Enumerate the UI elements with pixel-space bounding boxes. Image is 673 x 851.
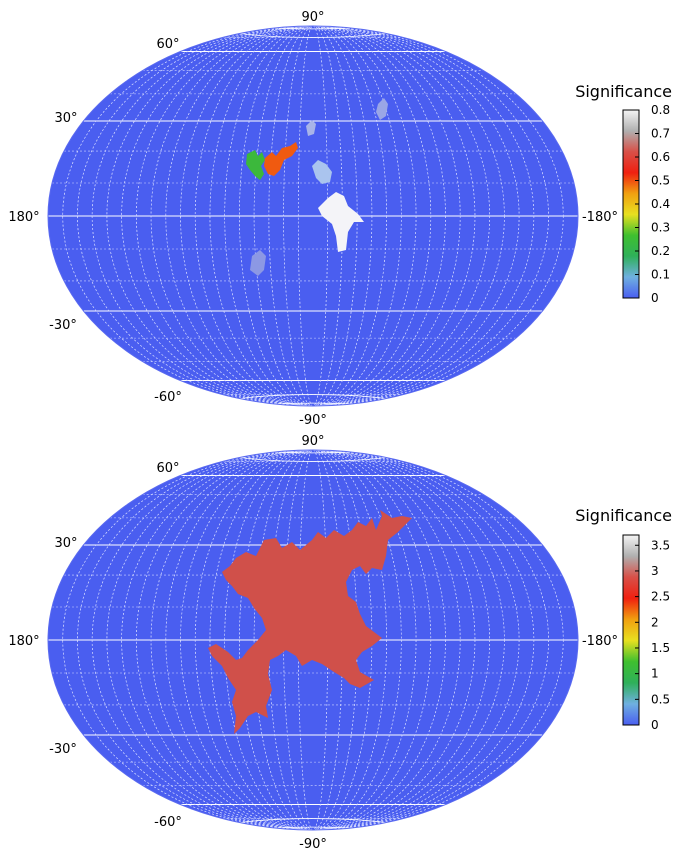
lat-label-minus-30: -30°: [49, 742, 77, 757]
significance-regions: [208, 510, 412, 734]
orange-blob: [264, 142, 298, 176]
pale-blob-lower: [250, 250, 266, 276]
colorbar-tick-label: 0.8: [651, 103, 670, 117]
pale-blob-right: [376, 98, 388, 120]
sky-map-bottom: 90° 60° 30° 180° -180° -30° -60° -90° Si…: [8, 434, 672, 851]
meridian-line: [165, 26, 461, 406]
meridian-line: [91, 26, 535, 406]
lat-label-minus-60: -60°: [154, 390, 182, 405]
colorbar-tick-label: 1: [651, 667, 659, 681]
colorbar-gradient: [622, 534, 640, 726]
white-blob: [318, 192, 364, 252]
colorbar: Significance 0 0.5 1 1.5 2 2.5 3 3.5: [575, 506, 672, 732]
lat-label-minus-30: -30°: [49, 318, 77, 333]
meridian-line: [253, 26, 373, 406]
meridian-line: [224, 26, 402, 406]
colorbar-tick-label: 0: [651, 718, 659, 732]
meridian-line: [180, 26, 446, 406]
meridian-line: [77, 26, 549, 406]
meridian-line: [136, 26, 490, 406]
colorbar-tick-label: 0.5: [651, 692, 670, 706]
meridian-line: [150, 26, 476, 406]
lat-label-90: 90°: [301, 10, 324, 25]
polar-circle: [217, 26, 409, 38]
meridian-line: [106, 26, 520, 406]
lon-label-180: 180°: [8, 210, 39, 225]
light-blue-blob: [312, 160, 332, 184]
lat-label-30: 30°: [54, 111, 77, 126]
lat-label-60: 60°: [156, 37, 179, 52]
colorbar-tick-label: 0.5: [651, 174, 670, 188]
meridian-line: [180, 450, 446, 830]
map-outline: [47, 449, 579, 831]
meridian-line: [62, 450, 564, 830]
colorbar-ticks: 0 0.1 0.2 0.3 0.4 0.5 0.6 0.7 0.8: [635, 103, 670, 305]
lon-label-180: 180°: [8, 634, 39, 649]
lon-label-minus-180: -180°: [582, 634, 618, 649]
meridian-line: [136, 450, 490, 830]
pale-blob-upper: [306, 120, 316, 136]
colorbar-tick-label: 0.3: [651, 221, 670, 235]
map-outline: [47, 25, 579, 407]
sky-map-top: 90° 60° 30° 180° -180° -30° -60° -90° Si…: [8, 10, 672, 428]
red-region: [208, 510, 412, 734]
meridian-line: [77, 450, 549, 830]
polar-circle: [217, 818, 409, 830]
lon-label-minus-180: -180°: [582, 210, 618, 225]
colorbar-tick-label: 0.4: [651, 197, 670, 211]
meridian-line: [62, 26, 564, 406]
meridian-line: [224, 450, 402, 830]
meridian-line: [209, 26, 417, 406]
meridian-line: [91, 450, 535, 830]
graticule: [48, 26, 578, 406]
significance-regions: [246, 98, 388, 276]
colorbar-tick-label: 0.1: [651, 268, 670, 282]
colorbar-tick-label: 0.6: [651, 150, 670, 164]
meridian-line: [209, 450, 417, 830]
colorbar-title: Significance: [575, 82, 672, 101]
meridian-line: [239, 26, 387, 406]
lat-label-minus-90: -90°: [299, 837, 327, 851]
meridian-line: [106, 450, 520, 830]
meridian-line: [121, 26, 505, 406]
lat-label-minus-90: -90°: [299, 413, 327, 428]
colorbar-tick-label: 0.2: [651, 244, 670, 258]
polar-circle: [264, 450, 362, 454]
graticule: [48, 450, 578, 830]
colorbar-tick-label: 2: [651, 615, 659, 629]
colorbar-ticks: 0 0.5 1 1.5 2 2.5 3 3.5: [635, 538, 670, 732]
meridian-line: [121, 450, 505, 830]
lat-label-minus-60: -60°: [154, 815, 182, 830]
polar-circle: [217, 450, 409, 462]
lat-label-60: 60°: [156, 461, 179, 476]
colorbar-tick-label: 1.5: [651, 641, 670, 655]
meridian-line: [239, 450, 387, 830]
colorbar-tick-label: 3: [651, 564, 659, 578]
colorbar-title: Significance: [575, 506, 672, 525]
meridian-line: [194, 26, 432, 406]
lat-label-90: 90°: [301, 434, 324, 449]
colorbar-tick-label: 0: [651, 291, 659, 305]
colorbar-tick-label: 2.5: [651, 590, 670, 604]
colorbar: Significance 0 0.1 0.2 0.3 0.4 0.5 0.6 0.7 0.8: [575, 82, 672, 305]
meridian-line: [194, 450, 432, 830]
meridian-line: [150, 450, 476, 830]
green-blob: [246, 150, 265, 180]
lat-label-30: 30°: [54, 536, 77, 551]
colorbar-tick-label: 0.7: [651, 127, 670, 141]
meridian-line: [165, 450, 461, 830]
colorbar-tick-label: 3.5: [651, 538, 670, 552]
